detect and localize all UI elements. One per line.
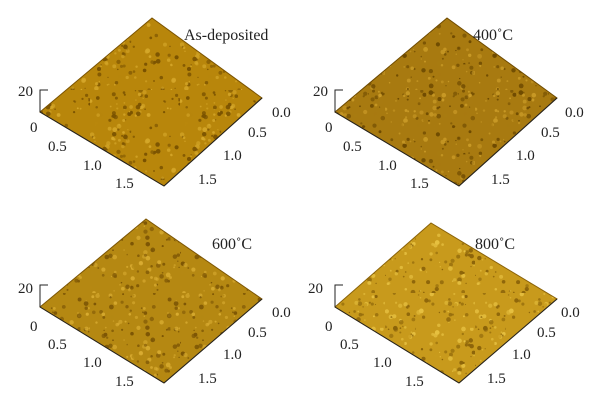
- z-axis-line: [334, 284, 343, 307]
- right-tick-label: 1.0: [223, 347, 242, 363]
- right-tick-label: 1.5: [487, 371, 506, 387]
- right-tick-label: 0.5: [537, 325, 556, 341]
- z-tick-label: 20: [308, 281, 323, 297]
- origin-label: 0: [325, 319, 333, 335]
- left-tick-label: 1.5: [410, 176, 429, 192]
- right-tick-label: 1.0: [516, 148, 535, 164]
- left-tick-label: 0.5: [48, 337, 67, 353]
- panel-title: 600˚C: [212, 236, 252, 253]
- origin-label: 0: [30, 120, 38, 136]
- panel-800c: 20 0 0.5 1.0 1.5 0.0 0.5 1.0 1.5 800˚C: [308, 222, 580, 390]
- left-tick-label: 0.5: [48, 139, 67, 155]
- left-tick-label: 1.5: [115, 176, 134, 192]
- left-tick-label: 0.5: [340, 337, 359, 353]
- panel-600c: 20 0 0.5 1.0 1.5 0.0 0.5 1.0 1.5 600˚C: [18, 218, 291, 390]
- right-tick-label: 1.5: [198, 172, 217, 188]
- origin-label: 0: [325, 120, 333, 136]
- origin-label: 0: [30, 319, 38, 335]
- right-tick-label: 0.5: [541, 125, 560, 141]
- left-axis-line: [39, 111, 165, 187]
- left-axis-line: [39, 306, 165, 384]
- panel-title: 800˚C: [475, 236, 515, 253]
- left-axis-line: [334, 111, 460, 187]
- right-tick-label: 1.0: [512, 347, 531, 363]
- z-axis-line: [334, 89, 343, 112]
- right-tick-label: 0.0: [565, 105, 584, 121]
- z-tick-label: 20: [18, 281, 33, 297]
- panel-title: 400˚C: [473, 27, 513, 44]
- right-axis-line: [458, 298, 558, 384]
- right-axis-line: [458, 97, 558, 187]
- panel-title: As-deposited: [184, 27, 268, 44]
- z-tick-label: 20: [313, 84, 328, 100]
- left-tick-label: 1.0: [83, 158, 102, 174]
- right-tick-label: 0.5: [248, 325, 267, 341]
- panel-as-deposited: 20 0 0.5 1.0 1.5 0.0 0.5 1.0 1.5 As-depo…: [18, 17, 291, 192]
- right-axis-line: [163, 97, 263, 187]
- right-tick-label: 0.0: [561, 305, 580, 321]
- right-tick-label: 1.0: [223, 148, 242, 164]
- left-tick-label: 1.5: [405, 374, 424, 390]
- right-tick-label: 0.5: [248, 125, 267, 141]
- left-axis-line: [334, 306, 460, 384]
- left-tick-label: 0.5: [343, 139, 362, 155]
- left-tick-label: 1.0: [83, 355, 102, 371]
- z-axis-line: [39, 89, 48, 112]
- left-tick-label: 1.0: [378, 158, 397, 174]
- z-tick-label: 20: [18, 84, 33, 100]
- left-tick-label: 1.0: [373, 355, 392, 371]
- right-tick-label: 0.0: [272, 305, 291, 321]
- right-tick-label: 0.0: [272, 105, 291, 121]
- right-tick-label: 1.5: [198, 371, 217, 387]
- panel-400c: 20 0 0.5 1.0 1.5 0.0 0.5 1.0 1.5 400˚C: [313, 17, 584, 192]
- left-tick-label: 1.5: [115, 374, 134, 390]
- right-tick-label: 1.5: [491, 172, 510, 188]
- right-axis-line: [163, 298, 263, 384]
- z-axis-line: [39, 284, 48, 307]
